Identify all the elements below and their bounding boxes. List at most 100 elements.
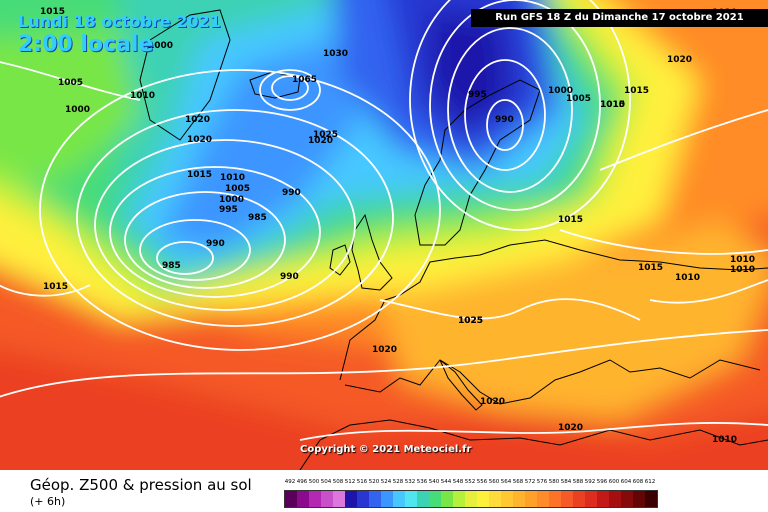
pressure-label: 1010 [130, 91, 155, 101]
scale-swatch [369, 491, 381, 507]
coast-ireland [329, 244, 351, 276]
scale-label: 500 [308, 479, 320, 485]
scale-swatch [417, 491, 429, 507]
pressure-label: 995 [219, 205, 238, 215]
pressure-label: 990 [206, 239, 225, 249]
scale-label: 552 [464, 479, 476, 485]
scale-swatch [477, 491, 489, 507]
scale-label: 604 [620, 479, 632, 485]
pressure-label: 990 [280, 272, 299, 282]
coast-africa [299, 419, 768, 470]
scale-swatch [321, 491, 333, 507]
isobar-1020-east [599, 109, 768, 171]
pressure-label: 1015 [638, 263, 663, 273]
scale-label: 516 [356, 479, 368, 485]
isobar-low-atlantic-985 [156, 241, 214, 275]
forecast-time: 2:00 locale [18, 32, 154, 57]
scale-label: 548 [452, 479, 464, 485]
scale-label: 608 [632, 479, 644, 485]
scale-label: 532 [404, 479, 416, 485]
scale-swatch [453, 491, 465, 507]
geopotential-field [0, 0, 768, 470]
scale-label: 568 [512, 479, 524, 485]
pressure-label: 985 [248, 213, 267, 223]
isobar-low-norway-990 [486, 99, 524, 151]
isobars [0, 0, 768, 440]
isobar-low-atlantic-1010 [76, 109, 394, 327]
pressure-label: 1020 [480, 397, 505, 407]
pressure-label: 1015 [43, 282, 68, 292]
scale-swatch [381, 491, 393, 507]
scale-swatch [405, 491, 417, 507]
pressure-label: 1020 [308, 136, 333, 146]
pressure-label: 1005 [225, 184, 250, 194]
scale-label: 596 [596, 479, 608, 485]
isobar-high-greenland-1040 [259, 69, 321, 111]
scale-swatch [597, 491, 609, 507]
isobar-1005-west [0, 61, 141, 101]
pressure-label: 1020 [187, 135, 212, 145]
isobar-low-norway-1005 [429, 0, 601, 211]
pressure-label: 1010 [712, 435, 737, 445]
scale-swatch [645, 491, 657, 507]
pressure-label: 1010 [730, 255, 755, 265]
pressure-label: 1030 [323, 49, 348, 59]
pressure-label: 1010 [220, 173, 245, 183]
isobar-low-norway-1010 [409, 0, 631, 231]
scale-swatch [489, 491, 501, 507]
pressure-label: 1010 [600, 100, 625, 110]
pressure-label: 1015 [40, 7, 65, 17]
pressure-label: 1065 [292, 75, 317, 85]
scale-swatch [621, 491, 633, 507]
chart-title: Géop. Z500 & pression au sol [30, 476, 252, 494]
isobar-1010-east [649, 279, 768, 304]
forecast-date: Lundi 18 octobre 2021 [18, 12, 221, 31]
scale-label: 580 [548, 479, 560, 485]
scale-swatch [513, 491, 525, 507]
scale-label: 584 [560, 479, 572, 485]
scale-swatch [465, 491, 477, 507]
scale-label: 496 [296, 479, 308, 485]
pressure-label: 1005 [566, 94, 591, 104]
coast-europe [339, 239, 768, 381]
pressure-label: 1025 [458, 316, 483, 326]
scale-label: 504 [320, 479, 332, 485]
pressure-label: 1015 [624, 86, 649, 96]
scale-label: 508 [332, 479, 344, 485]
isobar-1015-east [559, 229, 768, 255]
pressure-label: 1015 [558, 215, 583, 225]
isobar-low-atlantic-1015 [39, 69, 441, 351]
scale-swatch [285, 491, 297, 507]
pressure-map: 1015 1005 1010 1000 1020 1020 1015 1010 … [0, 0, 768, 470]
isobar-low-atlantic-990 [139, 219, 251, 281]
isobar-high-greenland-1050 [271, 75, 309, 101]
scale-swatch [525, 491, 537, 507]
pressure-label: 1015 [600, 100, 625, 110]
isobar-low-norway-1000 [447, 27, 573, 193]
chart-subtitle: (+ 6h) [30, 495, 66, 508]
scale-swatch [609, 491, 621, 507]
coast-greenland [139, 9, 231, 141]
coast-mediterranean [344, 359, 761, 405]
scale-swatch [549, 491, 561, 507]
scale-label: 592 [584, 479, 596, 485]
pressure-label: 1025 [313, 130, 338, 140]
scale-swatch [501, 491, 513, 507]
scale-swatch [357, 491, 369, 507]
pressure-label: 1020 [372, 345, 397, 355]
scale-label: 556 [476, 479, 488, 485]
pressure-label: 1015 [187, 170, 212, 180]
pressure-label: 985 [162, 261, 181, 271]
isobar-1020-med [299, 422, 768, 441]
scale-swatch [561, 491, 573, 507]
scale-label: 600 [608, 479, 620, 485]
scale-label: 544 [440, 479, 452, 485]
scale-label: 520 [368, 479, 380, 485]
scale-label: 524 [380, 479, 392, 485]
scale-swatch [537, 491, 549, 507]
pressure-label: 1020 [667, 55, 692, 65]
scale-label: 536 [416, 479, 428, 485]
isobar-low-atlantic-995 [124, 191, 286, 289]
scale-label: 612 [644, 479, 656, 485]
scale-swatch [297, 491, 309, 507]
